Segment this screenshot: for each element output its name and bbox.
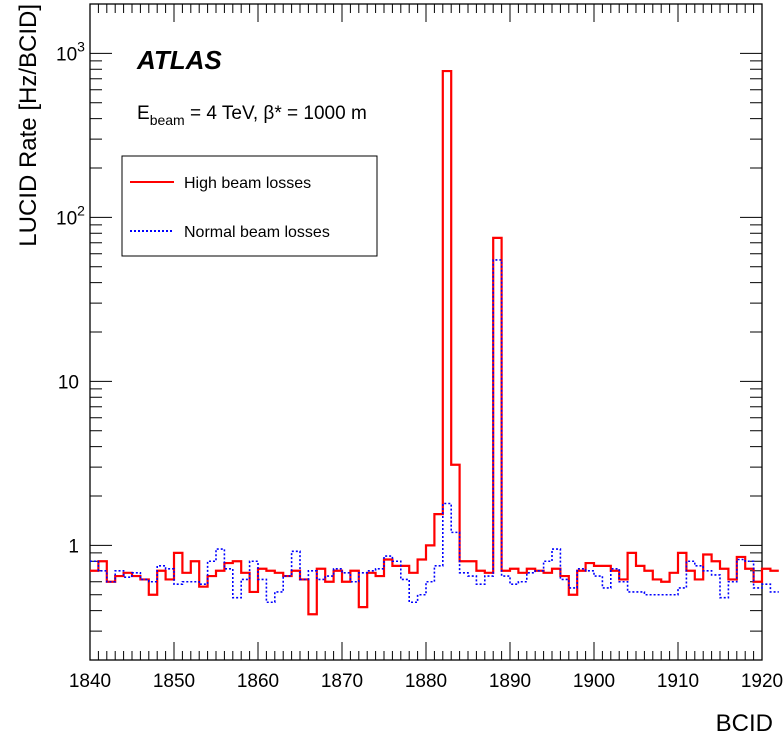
tick-labels: 1840 1850 1860 1870 1880 1890 1900 1910 1920 1 10 1… [56,38,783,692]
y-tick-label: 102 [56,202,85,229]
y-axis-label: LUCID Rate [Hz/BCID] [15,4,42,247]
x-tick-label: 1910 [657,671,699,692]
data-series [90,69,779,616]
series-normal-beam-losses [90,259,779,604]
x-tick-label: 1870 [321,671,363,692]
legend-label-high: High beam losses [184,175,311,192]
axis-ticks [89,3,763,661]
y-tick-label: 103 [56,38,85,65]
series-high-beam-losses [90,69,779,616]
x-tick-label: 1920 [741,671,783,692]
x-tick-label: 1850 [153,671,195,692]
beam-conditions-label: Ebeam = 4 TeV, β* = 1000 m [137,103,367,128]
legend-box [121,155,378,257]
y-tick-label: 10 [58,372,79,393]
legend-label-normal: Normal beam losses [184,224,330,241]
plot-area [89,3,779,661]
x-tick-label: 1890 [489,671,531,692]
experiment-label: ATLAS [136,45,222,75]
legend: High beam losses Normal beam losses [121,155,378,257]
x-tick-label: 1900 [573,671,615,692]
x-axis-label: BCID [716,710,773,737]
y-tick-label: 1 [68,536,79,557]
x-tick-label: 1840 [69,671,111,692]
x-tick-label: 1860 [237,671,279,692]
x-tick-label: 1880 [405,671,447,692]
